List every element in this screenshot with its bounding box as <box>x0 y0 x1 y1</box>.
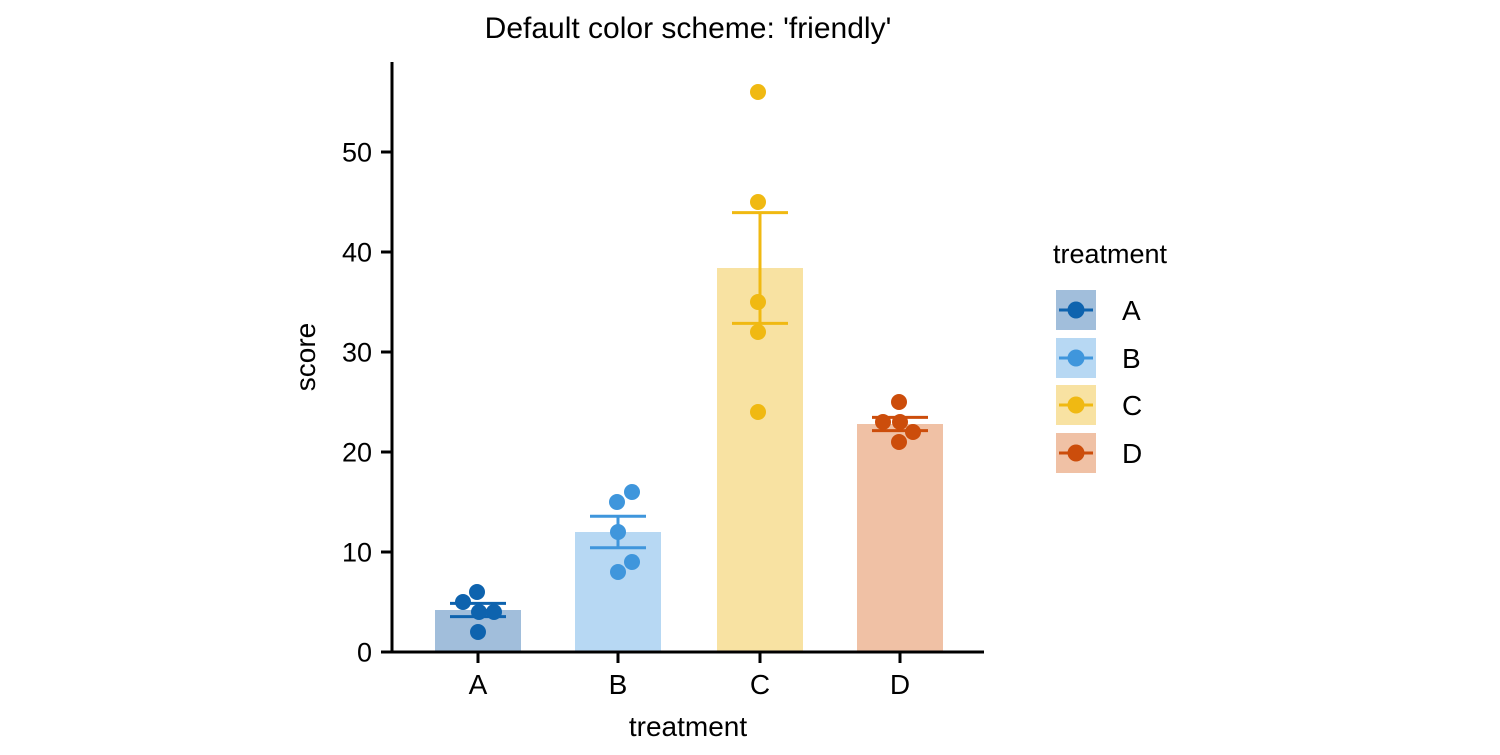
x-tick-label: D <box>890 669 910 700</box>
y-tick-label: 50 <box>342 137 372 167</box>
y-tick-label: 0 <box>357 637 372 667</box>
data-point-A <box>486 604 502 620</box>
y-tick-label: 40 <box>342 237 372 267</box>
bar-D <box>857 424 943 652</box>
legend-item-label: A <box>1122 295 1141 326</box>
data-point-B <box>624 554 640 570</box>
data-point-C <box>750 404 766 420</box>
axes-layer <box>390 62 984 654</box>
legend-key-dot <box>1067 396 1085 414</box>
ticks-layer: 0 10 20 30 40 50 A B C D <box>342 137 910 700</box>
data-point-C <box>750 324 766 340</box>
data-point-A <box>471 604 487 620</box>
data-point-A <box>470 624 486 640</box>
legend-key-dot <box>1067 349 1085 367</box>
legend-item-C: C <box>1056 385 1142 425</box>
legend-item-label: C <box>1122 390 1142 421</box>
data-point-B <box>609 494 625 510</box>
y-tick-label: 30 <box>342 337 372 367</box>
data-point-A <box>469 584 485 600</box>
data-point-B <box>610 524 626 540</box>
legend-item-D: D <box>1056 433 1142 473</box>
legend-item-label: B <box>1122 343 1141 374</box>
bar-B <box>575 532 661 652</box>
data-point-B <box>610 564 626 580</box>
x-tick-label: B <box>609 669 628 700</box>
data-point-D <box>891 394 907 410</box>
data-points-layer <box>455 84 921 640</box>
error-bars-layer <box>450 211 928 619</box>
y-axis-label: score <box>290 323 321 391</box>
x-axis-label: treatment <box>629 711 747 742</box>
legend-item-label: D <box>1122 438 1142 469</box>
legend-title: treatment <box>1053 239 1168 269</box>
x-tick-label: A <box>469 669 488 700</box>
legend-key-dot <box>1067 301 1085 319</box>
x-tick-label: C <box>750 669 770 700</box>
data-point-D <box>875 414 891 430</box>
data-point-D <box>891 434 907 450</box>
bars-layer <box>435 268 943 652</box>
legend-item-A: A <box>1056 290 1141 330</box>
data-point-C <box>750 84 766 100</box>
data-point-D <box>905 424 921 440</box>
chart-title: Default color scheme: 'friendly' <box>485 12 892 45</box>
data-point-B <box>624 484 640 500</box>
data-point-D <box>892 414 908 430</box>
y-tick-label: 10 <box>342 537 372 567</box>
legend-item-B: B <box>1056 338 1141 378</box>
data-point-A <box>455 594 471 610</box>
legend-key-dot <box>1067 444 1085 462</box>
data-point-C <box>750 194 766 210</box>
data-point-C <box>750 294 766 310</box>
y-tick-label: 20 <box>342 437 372 467</box>
